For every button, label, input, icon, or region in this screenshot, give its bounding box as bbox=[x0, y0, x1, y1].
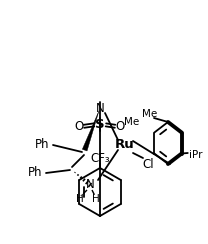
Text: Me: Me bbox=[124, 117, 140, 127]
Text: Ph: Ph bbox=[35, 139, 49, 152]
Text: O: O bbox=[74, 121, 84, 133]
Text: Cl: Cl bbox=[142, 159, 154, 172]
Polygon shape bbox=[82, 111, 99, 151]
Text: H: H bbox=[92, 194, 100, 204]
Text: O: O bbox=[115, 121, 125, 133]
Text: S: S bbox=[95, 118, 105, 131]
Text: H: H bbox=[76, 194, 84, 204]
Text: Me: Me bbox=[142, 109, 158, 119]
Text: CF₃: CF₃ bbox=[90, 152, 110, 164]
Text: N: N bbox=[86, 179, 94, 192]
Text: Ru: Ru bbox=[115, 139, 135, 152]
Text: Ph: Ph bbox=[28, 166, 42, 180]
Text: N: N bbox=[96, 102, 104, 114]
Text: iPr: iPr bbox=[189, 150, 203, 160]
